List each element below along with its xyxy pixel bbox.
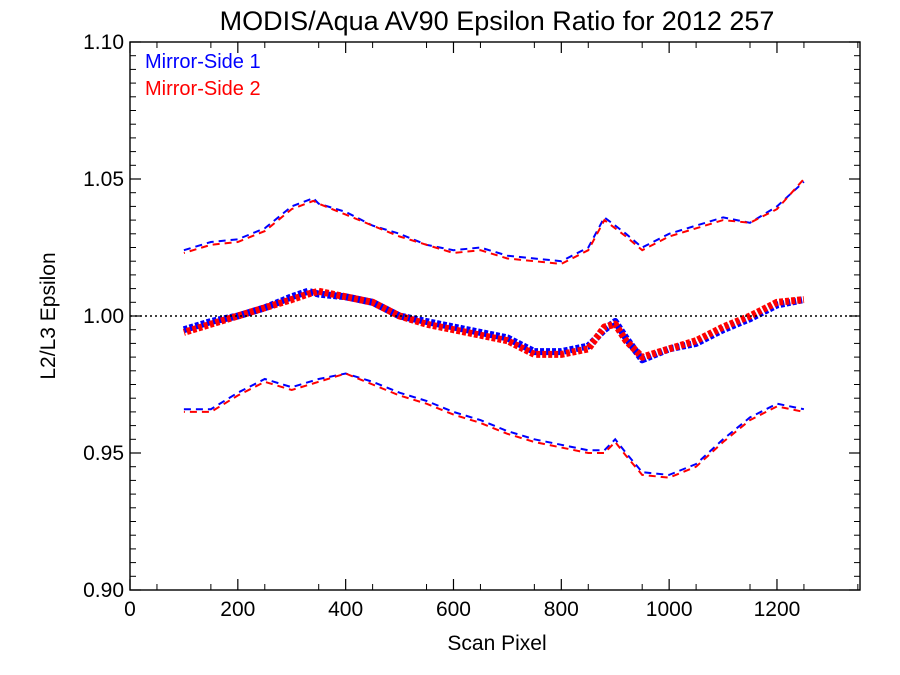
y-axis-label: L2/L3 Epsilon: [37, 252, 60, 379]
x-tick-label: 400: [328, 598, 363, 621]
mirror-side-2-lower-line: [183, 372, 805, 479]
x-tick-label: 800: [544, 598, 579, 621]
legend-mirror-side-1: Mirror-Side 1: [145, 51, 261, 73]
x-tick-label: 200: [220, 598, 255, 621]
x-tick-label: 1000: [646, 598, 693, 621]
mirror-side-1-upper-line: [183, 180, 805, 263]
x-axis-label: Scan Pixel: [447, 632, 546, 655]
x-tick-label: 600: [436, 598, 471, 621]
x-tick-label: 0: [124, 598, 136, 621]
mirror-side-2-upper-line: [183, 178, 805, 265]
y-tick-label: 0.90: [83, 579, 124, 602]
x-tick-label: 1200: [754, 598, 801, 621]
mirror-side-1-mean-line: [182, 287, 805, 364]
y-tick-label: 1.05: [83, 168, 124, 191]
legend-mirror-side-2: Mirror-Side 2: [145, 78, 261, 100]
y-tick-label: 1.00: [83, 305, 124, 328]
series-layer: [182, 178, 805, 479]
mirror-side-2-mean-line: [182, 287, 805, 361]
y-tick-label: 1.10: [83, 31, 124, 54]
chart-title: MODIS/Aqua AV90 Epsilon Ratio for 2012 2…: [220, 6, 775, 36]
y-tick-label: 0.95: [83, 442, 124, 465]
ticks-layer: 0 200 400 600 800 1000 1200 0.90 0.95 1.00 1.05 1.1…: [83, 31, 860, 621]
mirror-side-1-lower-line: [183, 372, 805, 476]
